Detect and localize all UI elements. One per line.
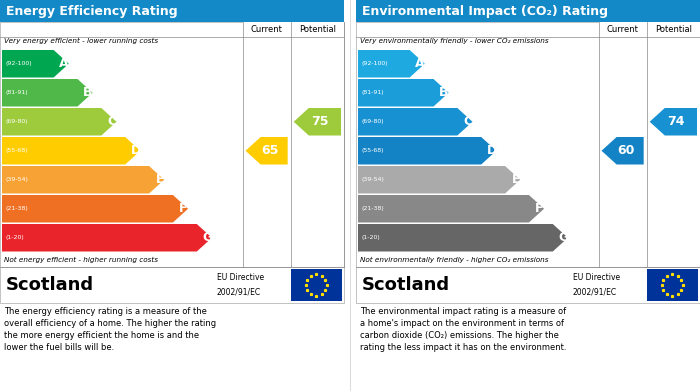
Text: B: B — [440, 86, 449, 99]
Text: Very energy efficient - lower running costs: Very energy efficient - lower running co… — [4, 38, 158, 44]
Polygon shape — [2, 166, 164, 194]
Text: B: B — [83, 86, 93, 99]
Text: Current: Current — [607, 25, 638, 34]
Text: Potential: Potential — [299, 25, 336, 34]
Text: 75: 75 — [312, 115, 329, 128]
Polygon shape — [358, 50, 425, 77]
Text: (55-68): (55-68) — [6, 148, 29, 153]
Polygon shape — [246, 137, 288, 165]
Polygon shape — [650, 108, 697, 136]
Text: (55-68): (55-68) — [362, 148, 384, 153]
Bar — [0, 0, 344, 22]
Polygon shape — [358, 79, 449, 106]
Text: Not energy efficient - higher running costs: Not energy efficient - higher running co… — [4, 257, 158, 263]
Polygon shape — [2, 50, 69, 77]
Bar — [0, 267, 344, 303]
Polygon shape — [358, 195, 544, 222]
Text: EU Directive: EU Directive — [573, 273, 620, 282]
Text: F: F — [536, 202, 544, 215]
Bar — [356, 0, 700, 22]
Polygon shape — [294, 108, 341, 136]
Text: C: C — [463, 115, 473, 128]
Text: D: D — [131, 144, 141, 157]
Text: Not environmentally friendly - higher CO₂ emissions: Not environmentally friendly - higher CO… — [360, 257, 549, 263]
Text: 60: 60 — [617, 144, 634, 157]
Polygon shape — [2, 224, 212, 251]
Polygon shape — [2, 108, 116, 136]
Text: C: C — [107, 115, 116, 128]
Polygon shape — [358, 108, 472, 136]
Text: G: G — [202, 231, 213, 244]
Text: The environmental impact rating is a measure of
a home's impact on the environme: The environmental impact rating is a mea… — [360, 307, 566, 352]
Text: A: A — [60, 57, 69, 70]
Bar — [242, 22, 344, 37]
Text: E: E — [155, 173, 164, 186]
Text: 74: 74 — [668, 115, 685, 128]
Polygon shape — [358, 224, 568, 251]
Text: (39-54): (39-54) — [6, 177, 29, 182]
Text: 65: 65 — [261, 144, 279, 157]
Text: (69-80): (69-80) — [6, 119, 29, 124]
Text: E: E — [512, 173, 520, 186]
Text: A: A — [415, 57, 425, 70]
Text: (92-100): (92-100) — [362, 61, 389, 66]
Bar — [356, 22, 700, 267]
Text: The energy efficiency rating is a measure of the
overall efficiency of a home. T: The energy efficiency rating is a measur… — [4, 307, 216, 352]
Text: (1-20): (1-20) — [6, 235, 25, 240]
Polygon shape — [2, 195, 188, 222]
Text: (81-91): (81-91) — [362, 90, 384, 95]
Bar — [290, 269, 342, 301]
Text: (81-91): (81-91) — [6, 90, 29, 95]
Bar — [0, 22, 344, 267]
Text: Environmental Impact (CO₂) Rating: Environmental Impact (CO₂) Rating — [362, 5, 608, 18]
Text: Very environmentally friendly - lower CO₂ emissions: Very environmentally friendly - lower CO… — [360, 38, 549, 44]
Text: D: D — [486, 144, 497, 157]
Text: (69-80): (69-80) — [362, 119, 384, 124]
Text: (39-54): (39-54) — [362, 177, 385, 182]
Text: 2002/91/EC: 2002/91/EC — [573, 288, 617, 297]
Text: G: G — [558, 231, 568, 244]
Text: 2002/91/EC: 2002/91/EC — [217, 288, 261, 297]
Text: (1-20): (1-20) — [362, 235, 381, 240]
Text: Potential: Potential — [654, 25, 692, 34]
Bar — [598, 22, 700, 37]
Text: (21-38): (21-38) — [362, 206, 385, 211]
Text: Energy Efficiency Rating: Energy Efficiency Rating — [6, 5, 178, 18]
Polygon shape — [601, 137, 644, 165]
Text: Scotland: Scotland — [6, 276, 94, 294]
Text: EU Directive: EU Directive — [217, 273, 264, 282]
Bar — [647, 269, 698, 301]
Text: Current: Current — [251, 25, 283, 34]
Text: F: F — [179, 202, 188, 215]
Text: (21-38): (21-38) — [6, 206, 29, 211]
Polygon shape — [358, 166, 520, 194]
Polygon shape — [2, 79, 92, 106]
Text: (92-100): (92-100) — [6, 61, 33, 66]
Text: Scotland: Scotland — [362, 276, 450, 294]
Bar — [356, 267, 700, 303]
Polygon shape — [2, 137, 140, 165]
Polygon shape — [358, 137, 496, 165]
